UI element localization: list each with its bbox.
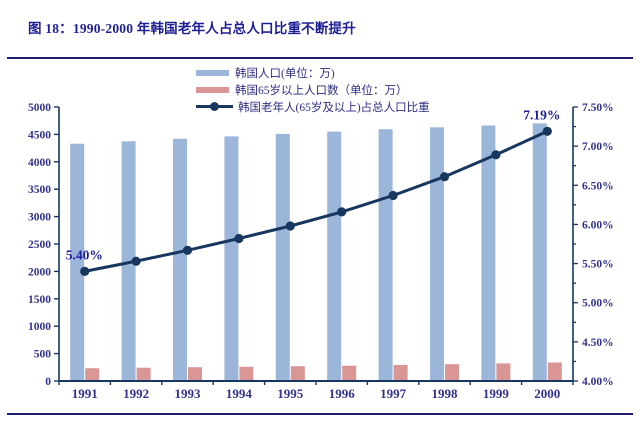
- bar-elderly-1992: [136, 367, 151, 381]
- bar-elderly-1993: [188, 367, 202, 381]
- bottom-divider: [7, 413, 633, 415]
- y-left-label-5000: 5000: [28, 102, 51, 114]
- y-right-label-5.00: 5.00%: [582, 298, 614, 310]
- y-left-label-4500: 4500: [28, 129, 51, 141]
- elderly-bar-swatch-icon: [196, 86, 229, 93]
- x-label-1995: 1995: [277, 386, 304, 401]
- top-divider: [7, 57, 633, 59]
- x-label-1998: 1998: [432, 386, 459, 401]
- ratio-point-1993: [182, 245, 193, 255]
- bar-population-1993: [173, 138, 187, 381]
- chart-legend: 韩国人口(单位：万) 韩国65岁以上人口数（单位：万） 韩国老年人(65岁及以上…: [196, 65, 430, 114]
- legend-label-population: 韩国人口(单位：万): [235, 67, 335, 80]
- x-label-2000: 2000: [534, 386, 560, 401]
- y-left-label-0: 0: [45, 376, 51, 388]
- ratio-point-1995: [285, 221, 295, 231]
- bar-population-1994: [224, 136, 239, 381]
- x-label-1996: 1996: [329, 386, 356, 401]
- y-left-label-4000: 4000: [28, 157, 51, 169]
- bar-population-1991: [70, 143, 85, 381]
- y-right-label-7.00: 7.00%: [582, 141, 614, 153]
- y-right-label-5.50: 5.50%: [582, 259, 614, 271]
- bar-elderly-1994: [239, 366, 254, 381]
- y-left-label-2500: 2500: [28, 239, 51, 251]
- bar-population-1998: [430, 127, 444, 381]
- legend-item-population: 韩国人口(单位：万): [196, 65, 430, 80]
- bar-elderly-1998: [445, 364, 459, 381]
- ratio-line: [84, 129, 548, 273]
- x-label-1992: 1992: [123, 386, 149, 401]
- ratio-point-1994: [234, 233, 244, 244]
- bar-population-2000: [532, 123, 547, 382]
- y-right-label-4.00: 4.00%: [582, 376, 614, 388]
- y-right-label-4.50: 4.50%: [582, 337, 614, 349]
- ratio-point-1999: [491, 150, 501, 160]
- bar-population-1997: [378, 129, 393, 381]
- bar-elderly-1996: [342, 365, 357, 381]
- y-left-label-3500: 3500: [28, 184, 51, 196]
- y-left-label-1000: 1000: [28, 321, 51, 333]
- bar-elderly-1999: [496, 363, 511, 381]
- population-bar-swatch-icon: [196, 69, 229, 76]
- annotation-7.19%: 7.19%: [523, 107, 560, 122]
- x-label-1991: 1991: [72, 386, 98, 401]
- bar-population-1999: [481, 125, 496, 381]
- ratio-point-1991: [80, 266, 90, 276]
- bar-elderly-2000: [547, 362, 562, 381]
- y-left-label-1500: 1500: [28, 294, 51, 306]
- x-label-1997: 1997: [380, 386, 407, 401]
- ratio-point-2000: [542, 126, 552, 136]
- ratio-line-swatch-dot: [210, 102, 219, 111]
- legend-label-ratio: 韩国老年人(65岁及以上)占总人口比重: [238, 101, 430, 114]
- figure-title: 图 18：1990-2000 年韩国老年人占总人口比重不断提升: [28, 21, 356, 36]
- ratio-point-1996: [337, 207, 347, 217]
- y-right-label-6.00: 6.00%: [582, 219, 614, 231]
- annotation-5.40%: 5.40%: [66, 247, 103, 262]
- legend-item-ratio: 韩国老年人(65岁及以上)占总人口比重: [196, 99, 430, 114]
- legend-label-elderly: 韩国65岁以上人口数（单位：万）: [235, 84, 408, 97]
- y-right-label-6.50: 6.50%: [582, 180, 614, 192]
- bar-elderly-1997: [393, 364, 408, 381]
- x-label-1993: 1993: [175, 386, 202, 401]
- y-left-label-3000: 3000: [28, 212, 51, 224]
- y-left-label-2000: 2000: [28, 266, 51, 278]
- bar-elderly-1995: [290, 366, 305, 381]
- bar-elderly-1991: [85, 368, 100, 381]
- bar-population-1996: [327, 131, 342, 381]
- bar-population-1995: [275, 133, 290, 381]
- ratio-point-1998: [439, 172, 450, 182]
- ratio-point-1997: [388, 190, 398, 201]
- y-left-label-500: 500: [34, 349, 52, 361]
- legend-item-elderly: 韩国65岁以上人口数（单位：万）: [196, 82, 430, 97]
- ratio-line-swatch-icon: [196, 102, 233, 111]
- x-label-1994: 1994: [226, 386, 253, 401]
- ratio-point-1992: [131, 256, 141, 266]
- x-label-1999: 1999: [483, 386, 510, 401]
- y-right-label-7.50: 7.50%: [582, 102, 614, 114]
